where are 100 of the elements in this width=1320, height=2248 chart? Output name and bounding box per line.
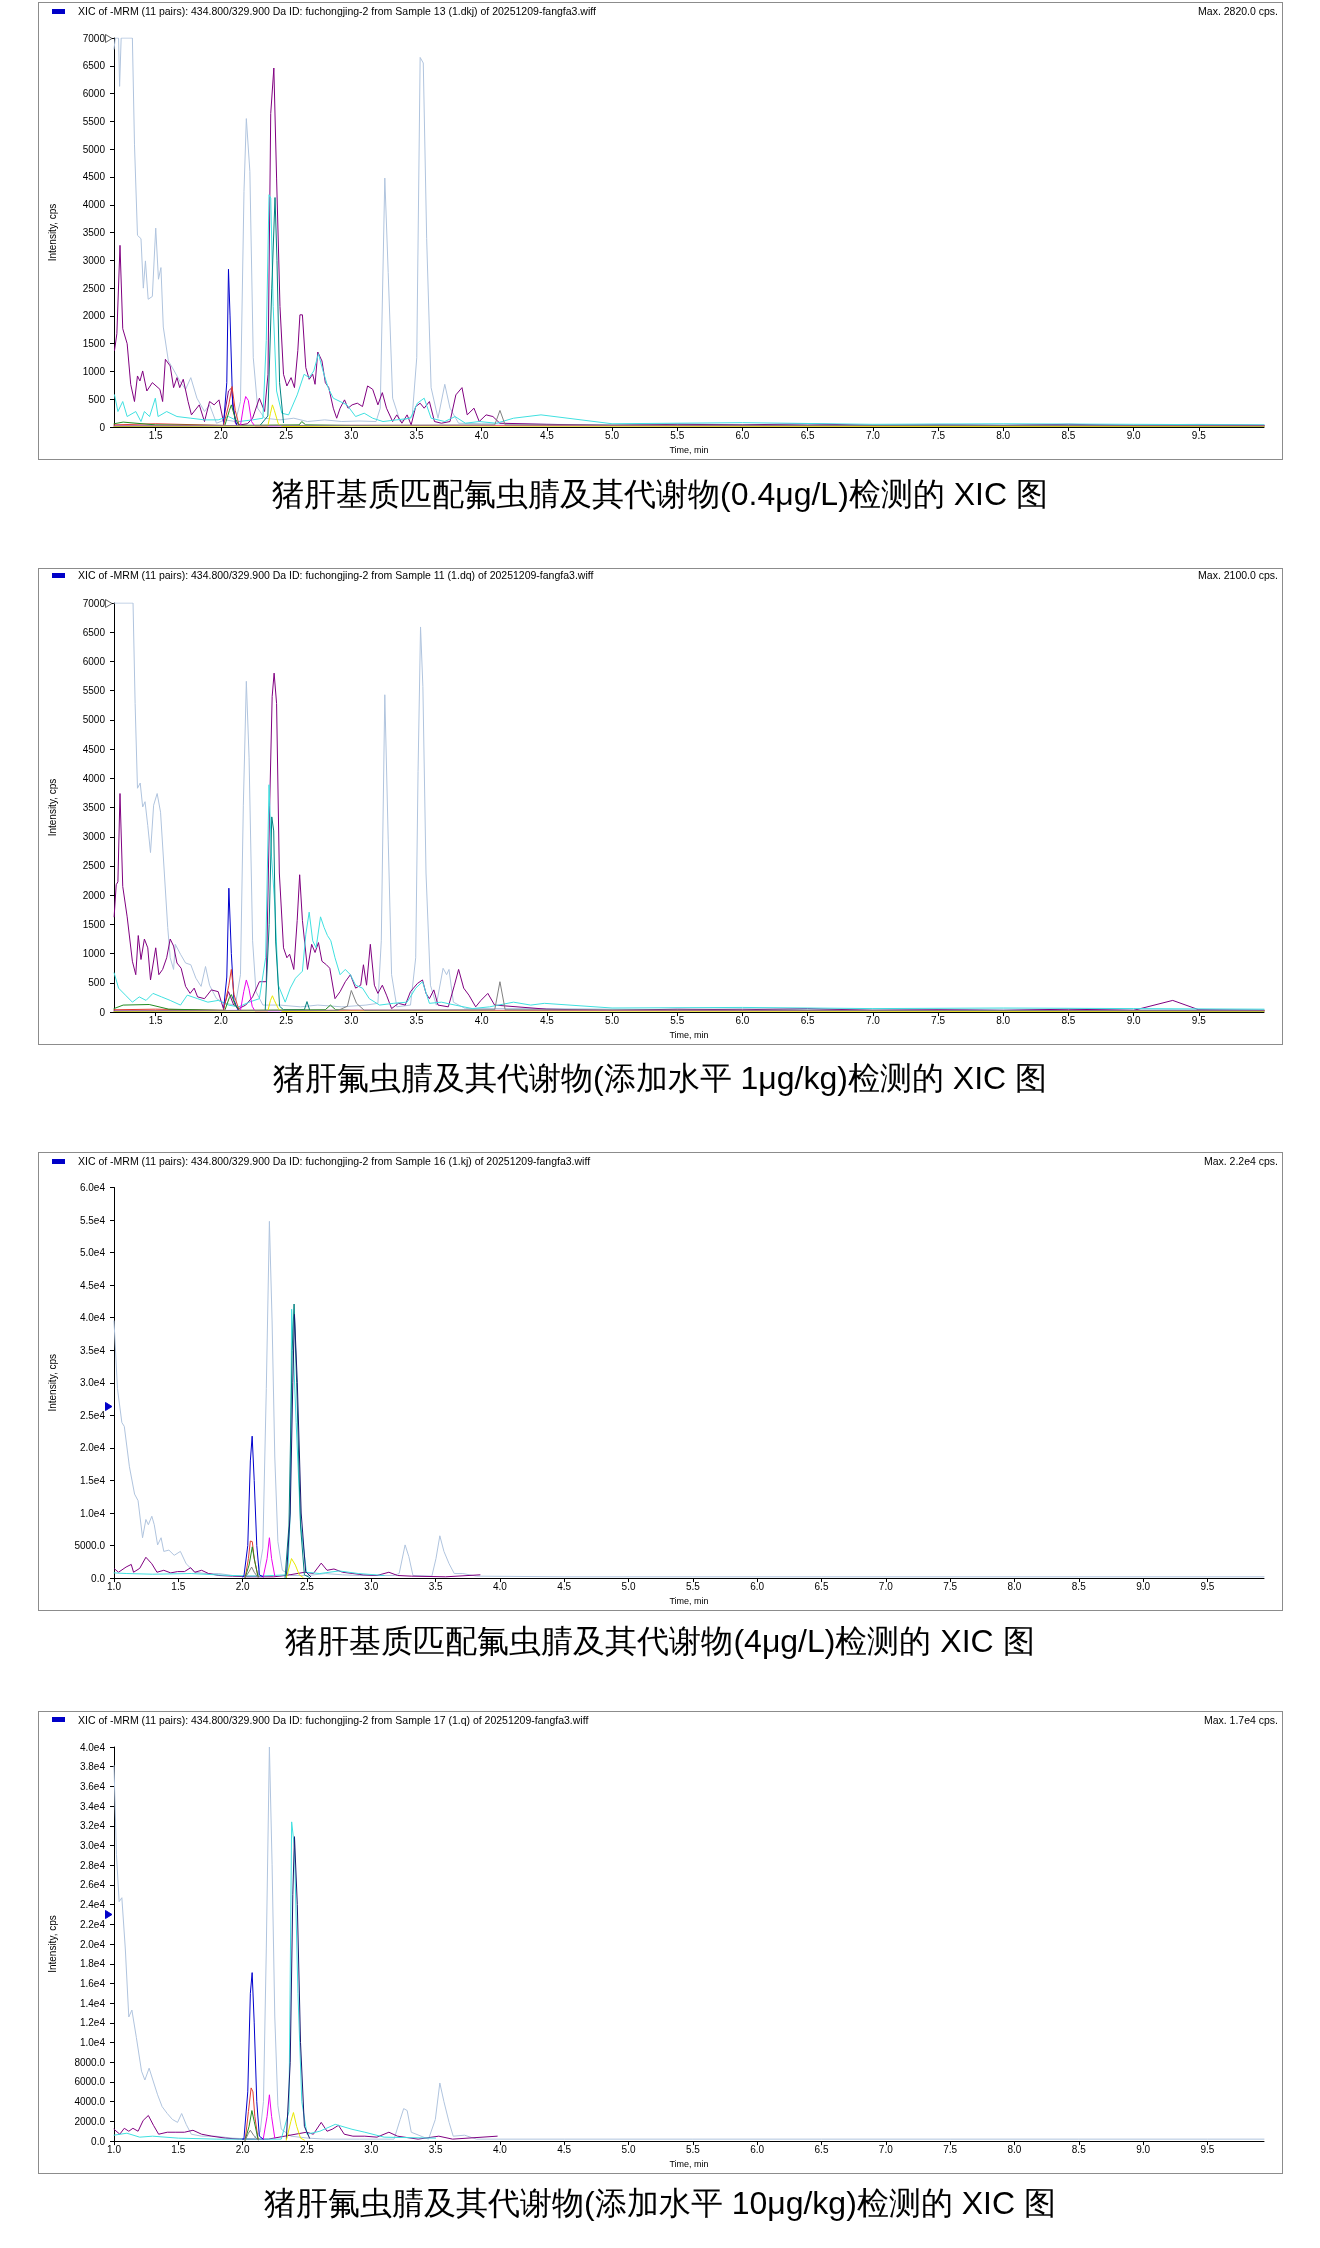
x-tick-label: 8.5 — [1061, 1014, 1076, 1026]
x-tick-label: 7.5 — [931, 429, 946, 441]
y-tick-label: 8000.0 — [74, 2056, 106, 2068]
x-tick-label: 1.5 — [171, 1580, 186, 1592]
x-tick-label: 6.0 — [735, 429, 750, 441]
x-tick-label: 3.5 — [428, 2143, 443, 2155]
y-tick-label: 3500 — [82, 802, 106, 814]
x-tick-label: 6.5 — [814, 2143, 829, 2155]
x-axis-title: Time, min — [669, 1029, 709, 1040]
text: 猪肝基质匹配氟虫腈及其代谢物(4μg/L)检测的 XIC 图 — [284, 1622, 1036, 1660]
x-tick-label: 1.5 — [148, 429, 164, 441]
x-tick-label: 3.5 — [428, 1580, 443, 1592]
x-tick-label: 4.0 — [474, 1014, 490, 1026]
y-tick-label: 3.0e4 — [79, 1840, 106, 1852]
text: 猪肝氟虫腈及其代谢物(添加水平 10μg/kg)检测的 XIC 图 — [263, 2184, 1057, 2222]
y-tick-label: 1000 — [82, 948, 106, 960]
x-tick-label: 4.5 — [557, 2143, 572, 2155]
x-tick-label: 9.5 — [1200, 1580, 1215, 1592]
y-tick-label: 2.2e4 — [79, 1918, 106, 1930]
y-tick-label: 1.5e4 — [79, 1474, 106, 1486]
x-tick-label: 7.5 — [943, 2143, 958, 2155]
y-tick-label: 1500 — [82, 338, 106, 350]
chart-subtitle: Max. 2.2e4 cps. — [1203, 1155, 1278, 1167]
y-tick-label: 2.6e4 — [79, 1879, 106, 1891]
y-tick-label: 4.0e4 — [79, 1312, 106, 1324]
x-tick-label: 3.0 — [364, 1580, 379, 1592]
y-tick-label: 2000 — [82, 889, 106, 901]
y-tick-label: 3500 — [82, 227, 106, 239]
y-tick-label: 5000 — [82, 143, 106, 155]
x-tick-label: 7.0 — [865, 429, 881, 441]
x-tick-label: 7.5 — [943, 1580, 958, 1592]
x-tick-label: 3.0 — [344, 429, 359, 441]
y-tick-label: 2.0e4 — [79, 1442, 106, 1454]
y-tick-label: 6000 — [82, 655, 106, 667]
x-tick-label: 2.0 — [235, 2143, 251, 2155]
y-tick-label: 4.0e4 — [79, 1741, 106, 1753]
y-tick-label: 0 — [99, 421, 106, 433]
y-tick-label: 1000 — [82, 366, 106, 378]
y-tick-label: 4000 — [82, 199, 106, 211]
y-tick-label: 2500 — [82, 860, 106, 872]
x-tick-label: 9.5 — [1200, 2143, 1215, 2155]
y-tick-label: 1.0e4 — [79, 1507, 106, 1519]
x-tick-label: 9.0 — [1136, 1580, 1151, 1592]
x-tick-label: 5.5 — [685, 2143, 701, 2155]
x-tick-label: 9.0 — [1126, 1014, 1141, 1026]
y-tick-label: 3000 — [82, 831, 106, 843]
y-tick-label: 3.2e4 — [79, 1820, 106, 1832]
x-tick-label: 7.0 — [878, 2143, 894, 2155]
x-tick-label: 4.5 — [539, 429, 555, 441]
chart-subtitle: Max. 1.7e4 cps. — [1203, 1713, 1278, 1726]
chart-subtitle: Max. 2820.0 cps. — [1198, 5, 1279, 17]
y-tick-label: 6000 — [82, 88, 106, 100]
y-tick-label: 1.4e4 — [79, 1997, 106, 2009]
y-tick-label: 2.5e4 — [79, 1409, 106, 1421]
y-tick-label: 4500 — [82, 171, 106, 183]
x-tick-label: 5.0 — [621, 2143, 636, 2155]
x-tick-label: 4.0 — [492, 2143, 508, 2155]
x-axis-title: Time, min — [669, 2158, 709, 2169]
y-tick-label: 4.5e4 — [79, 1279, 106, 1291]
x-tick-label: 2.0 — [213, 429, 229, 441]
y-tick-label: 500 — [88, 393, 106, 405]
y-tick-label: 7000 — [82, 597, 106, 609]
x-tick-label: 8.0 — [1007, 2143, 1022, 2155]
x-tick-label: 6.5 — [800, 429, 816, 441]
y-tick-label: 4500 — [82, 743, 106, 755]
chart-title: XIC of -MRM (11 pairs): 434.800/329.900 Da ID: fuchongjing-2 from Sample 16 (1.kj) of 20251209-fangfa3.wiff — [78, 1155, 591, 1167]
x-tick-label: 4.5 — [539, 1014, 555, 1026]
y-tick-label: 2.0e4 — [79, 1938, 106, 1950]
text: 猪肝氟虫腈及其代谢物(添加水平 1μg/kg)检测的 XIC 图 — [271, 1059, 1048, 1097]
x-tick-label: 2.5 — [300, 2143, 315, 2155]
y-tick-label: 4000.0 — [74, 2096, 106, 2108]
x-tick-label: 8.0 — [996, 429, 1011, 441]
x-tick-label: 8.5 — [1071, 1580, 1087, 1592]
y-tick-label: 3.5e4 — [79, 1344, 106, 1356]
chart-title: XIC of -MRM (11 pairs): 434.800/329.900 Da ID: fuchongjing-2 from Sample 17 (1.q) of 20251209-fangfa3.wiff — [78, 1713, 589, 1726]
y-tick-label: 5000.0 — [74, 1540, 106, 1552]
x-tick-label: 5.5 — [670, 1014, 685, 1026]
x-tick-label: 6.5 — [800, 1014, 816, 1026]
y-tick-label: 3.8e4 — [79, 1761, 106, 1773]
y-tick-label: 5.0e4 — [79, 1247, 106, 1259]
x-tick-label: 3.5 — [409, 429, 424, 441]
y-tick-label: 0.0 — [91, 1572, 106, 1584]
y-tick-label: 5500 — [82, 115, 106, 127]
y-axis-title: Intensity, cps — [46, 1353, 58, 1412]
x-axis-title: Time, min — [669, 444, 709, 455]
y-tick-label: 4000 — [82, 772, 106, 784]
x-tick-label: 3.0 — [364, 2143, 379, 2155]
y-tick-label: 6500 — [82, 626, 106, 638]
x-tick-label: 2.0 — [235, 1580, 251, 1592]
y-tick-label: 2000.0 — [74, 2115, 106, 2127]
y-axis-title: Intensity, cps — [46, 203, 58, 262]
x-tick-label: 4.0 — [474, 429, 490, 441]
x-tick-label: 6.0 — [750, 2143, 765, 2155]
y-tick-label: 2000 — [82, 310, 106, 322]
y-tick-label: 3.6e4 — [79, 1780, 106, 1792]
y-tick-label: 1.8e4 — [79, 1958, 106, 1970]
x-tick-label: 2.0 — [213, 1014, 229, 1026]
x-tick-label: 6.0 — [735, 1014, 750, 1026]
x-tick-label: 1.0 — [107, 2143, 122, 2155]
y-tick-label: 7000 — [82, 32, 106, 44]
